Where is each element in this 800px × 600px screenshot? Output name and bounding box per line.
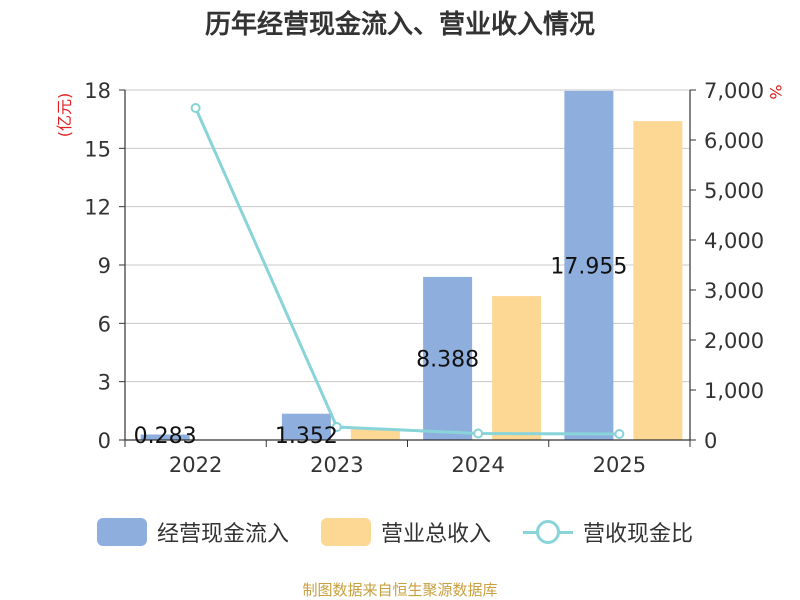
line-point	[331, 422, 342, 432]
y-right-tick-label: 4,000	[704, 229, 764, 253]
bars	[140, 90, 683, 440]
y-right-tick-label: 5,000	[704, 179, 764, 203]
y-right-tick-label: 0	[704, 429, 717, 453]
legend-swatch-series-3	[523, 518, 574, 546]
source-footer: 制图数据来自恒生聚源数据库	[302, 581, 498, 599]
y-left-tick-label: 0	[98, 429, 111, 453]
y-right-tick-label: 6,000	[704, 129, 764, 153]
x-tick-label: 2022	[169, 453, 222, 477]
y-left-tick-label: 18	[84, 79, 111, 103]
line-point	[473, 428, 484, 439]
bar-series-2	[492, 296, 542, 440]
bar-series-1	[423, 276, 473, 440]
y-left-tick-label: 3	[98, 371, 111, 395]
legend-swatch-series-2	[321, 518, 372, 546]
line-series-path	[194, 107, 620, 436]
legend: 经营现金流入 营业总收入 营收现金比	[97, 516, 693, 548]
y-right-tick-label: 3,000	[704, 279, 764, 303]
line-point	[190, 103, 201, 113]
grid-lines	[125, 89, 690, 383]
y-axis-left-label: (亿元)	[55, 93, 74, 138]
x-tick-label: 2025	[593, 453, 646, 477]
data-labels: 0.283 1.352 8.388 17.955	[134, 254, 628, 449]
bar-series-1	[140, 434, 190, 440]
legend-label-series-1: 经营现金流入	[157, 522, 290, 547]
bar-series-2	[350, 428, 400, 440]
y-right-tick-label: 7,000	[704, 79, 764, 103]
y-axis-right-label: %	[766, 84, 785, 99]
y-left-tick-label: 9	[98, 254, 111, 278]
legend-swatch-series-1	[97, 518, 147, 546]
legend-label-series-2: 营业总收入	[381, 522, 492, 547]
y-left-tick-label: 6	[98, 312, 111, 336]
bar-value-label: 8.388	[416, 347, 479, 372]
x-tick-label: 2024	[451, 453, 504, 477]
line-point	[614, 429, 625, 439]
line-series	[190, 103, 625, 439]
bar-value-label: 17.955	[550, 254, 627, 279]
bar-value-label: 1.352	[275, 424, 338, 449]
x-tick-label: 2023	[310, 453, 363, 477]
bar-series-1	[564, 90, 614, 440]
axes: 0 3 6 9 12 15 18 0 1,000 2,000 3,000 4,000 5,000 6,00…	[84, 79, 764, 477]
chart-title: 历年经营现金流入、营业收入情况	[204, 10, 595, 40]
y-left-tick-label: 12	[84, 196, 111, 220]
bar-value-label: 0.283	[134, 424, 197, 449]
bar-series-1	[281, 413, 331, 440]
y-right-tick-label: 2,000	[704, 329, 764, 353]
y-left-tick-label: 15	[84, 137, 111, 161]
bar-series-2	[633, 121, 683, 440]
y-right-tick-label: 1,000	[704, 379, 764, 403]
legend-label-series-3: 营收现金比	[583, 522, 694, 547]
